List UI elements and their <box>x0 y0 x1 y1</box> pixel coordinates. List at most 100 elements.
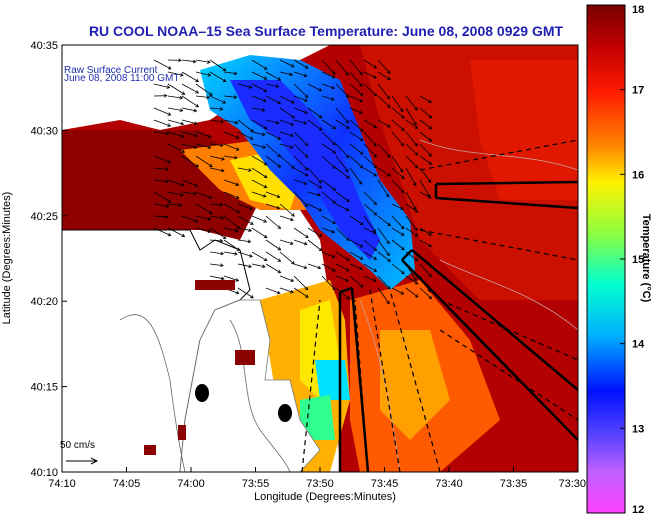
current-vector-head <box>428 232 433 236</box>
radar-site-marker <box>195 384 209 402</box>
radar-site-marker <box>278 404 292 422</box>
current-vector-head <box>428 243 432 248</box>
current-vector <box>265 239 281 251</box>
current-vector-head <box>428 153 432 157</box>
current-vector <box>391 239 405 250</box>
current-vector-head <box>291 213 295 217</box>
current-vector <box>251 59 268 70</box>
current-vector-head <box>263 76 268 80</box>
current-vector <box>321 215 336 224</box>
current-vector-head <box>234 228 239 233</box>
current-vector-head <box>303 121 308 125</box>
current-vector <box>195 203 213 214</box>
current-vector-head <box>220 263 224 268</box>
current-vector-head <box>332 125 337 130</box>
current-vector-head <box>220 215 225 220</box>
current-vector-head <box>345 168 349 173</box>
current-vector-head <box>401 127 405 132</box>
current-vector <box>321 227 335 233</box>
current-vector <box>265 215 281 229</box>
current-vector <box>419 107 432 119</box>
current-vector-head <box>332 268 336 272</box>
current-vector <box>321 191 336 204</box>
current-vector-head <box>179 95 184 100</box>
current-vector <box>405 287 419 298</box>
current-vector-head <box>359 98 363 103</box>
current-vector-head <box>400 225 405 230</box>
current-vector-head <box>304 98 308 102</box>
current-vector-head <box>180 73 184 77</box>
current-vector <box>265 71 281 81</box>
current-vector-head <box>209 92 213 96</box>
current-vector-head <box>318 88 323 92</box>
current-vector-head <box>318 127 323 131</box>
current-vector <box>405 119 419 129</box>
current-vector <box>223 179 239 186</box>
current-vector-head <box>277 136 282 140</box>
current-vector-head <box>193 108 198 113</box>
current-vector-head <box>400 291 405 295</box>
current-vector-head <box>428 295 433 300</box>
current-vector-head <box>346 125 350 129</box>
current-vector <box>335 275 349 282</box>
current-vector-head <box>249 206 254 211</box>
cyan-patch <box>315 360 350 400</box>
current-vector <box>349 131 364 141</box>
current-vector-head <box>414 142 418 147</box>
current-vector <box>167 203 182 206</box>
current-vector-head <box>385 193 390 198</box>
current-vector-head <box>358 181 363 185</box>
current-vector-head <box>359 256 364 260</box>
current-vector <box>391 287 404 295</box>
radar-lines <box>301 139 578 472</box>
current-vector-head <box>180 182 185 187</box>
current-vector-head <box>387 258 391 262</box>
current-vector <box>391 167 405 179</box>
current-vector <box>167 131 184 137</box>
current-vector-head <box>290 289 294 294</box>
current-vector <box>209 251 224 255</box>
current-vector <box>349 59 363 75</box>
current-vector-head <box>222 100 227 104</box>
current-vector-head <box>414 233 419 237</box>
current-vector <box>167 83 185 95</box>
current-vector <box>349 275 364 288</box>
current-vector <box>153 227 171 236</box>
current-vector <box>223 275 239 282</box>
current-vector-head <box>318 247 323 252</box>
current-vector-head <box>208 195 213 199</box>
current-vector-head <box>400 108 404 113</box>
current-vector-head <box>359 92 364 96</box>
current-vector <box>195 227 211 233</box>
current-vector <box>153 155 171 163</box>
current-vector <box>377 215 391 226</box>
current-vector-head <box>167 112 172 116</box>
y-axis-ticks: 40:35 40:30 40:25 40:20 40:15 40:10 <box>30 40 67 479</box>
current-vector-head <box>235 135 240 139</box>
current-vector <box>237 263 252 268</box>
current-vector <box>181 59 196 63</box>
current-vector-head <box>359 151 364 155</box>
current-vector <box>209 107 223 110</box>
current-vector-head <box>317 192 321 197</box>
current-vector-head <box>248 85 253 89</box>
current-vector-head <box>248 168 252 172</box>
current-vector-head <box>318 179 322 184</box>
land-patch <box>195 280 235 290</box>
current-vector <box>349 251 363 260</box>
current-vector-head <box>414 227 418 231</box>
current-vector <box>209 239 223 242</box>
current-vector-head <box>207 217 212 221</box>
current-vector-head <box>194 183 199 187</box>
current-vector <box>321 131 336 145</box>
current-vector <box>153 167 169 170</box>
current-vector <box>265 155 281 168</box>
current-vector-head <box>346 257 350 261</box>
current-vector-head <box>401 270 405 275</box>
current-vector-head <box>345 120 349 124</box>
current-vector-head <box>233 71 238 76</box>
current-vector-head <box>165 179 170 184</box>
current-vector <box>279 131 294 137</box>
current-vector-head <box>235 195 240 199</box>
current-vector <box>293 263 307 269</box>
